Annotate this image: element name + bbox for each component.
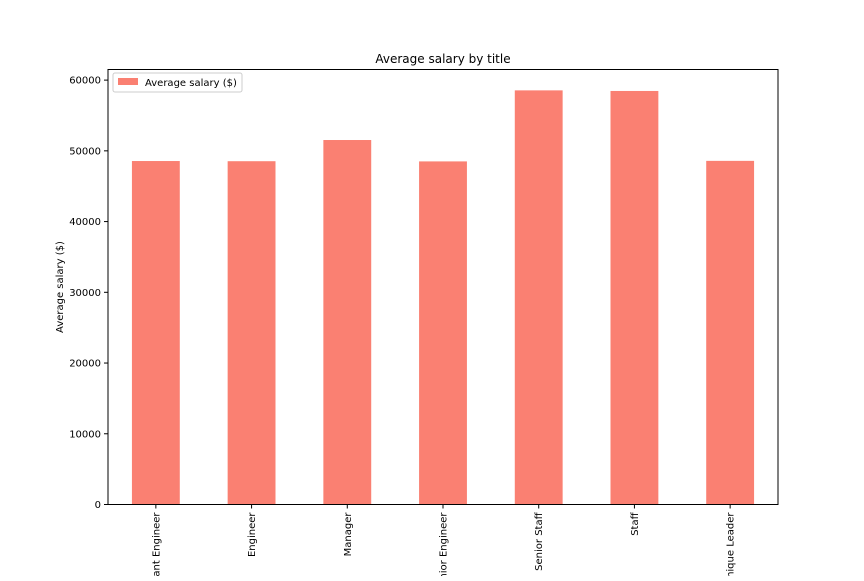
y-tick-label: 0 xyxy=(95,500,101,511)
bar xyxy=(514,90,563,505)
bar xyxy=(323,140,372,505)
bar xyxy=(419,161,467,505)
x-tick-label: Technique Leader xyxy=(726,512,737,576)
legend-swatch xyxy=(118,78,138,85)
x-tick-label: Senior Staff xyxy=(534,511,545,570)
y-tick-label: 50000 xyxy=(69,146,101,157)
x-tick-label: Manager xyxy=(343,512,354,557)
y-tick-label: 20000 xyxy=(69,359,101,370)
x-tick-label: Engineer xyxy=(247,512,258,557)
y-tick-label: 60000 xyxy=(69,76,101,87)
legend-label: Average salary ($) xyxy=(145,78,237,89)
y-axis: 0 10000 20000 30000 40000 50000 60000 xyxy=(69,76,108,511)
bar xyxy=(706,160,755,505)
chart-title: Average salary by title xyxy=(375,52,510,66)
bar xyxy=(131,161,180,505)
y-axis-label: Average salary ($) xyxy=(55,241,66,333)
x-tick-label: Staff xyxy=(630,511,641,535)
x-tick-label: Assistant Engineer xyxy=(151,512,162,576)
legend: Average salary ($) xyxy=(112,72,243,93)
plot-area xyxy=(131,90,755,505)
y-tick-label: 40000 xyxy=(69,217,101,228)
x-tick-label: Senior Engineer xyxy=(439,512,450,576)
x-axis: Assistant Engineer Engineer Manager Senior … xyxy=(151,504,737,581)
bar xyxy=(227,161,276,505)
y-tick-label: 30000 xyxy=(69,288,101,299)
legend-box xyxy=(112,72,243,93)
bar xyxy=(610,90,659,505)
y-tick-label: 10000 xyxy=(69,429,101,440)
